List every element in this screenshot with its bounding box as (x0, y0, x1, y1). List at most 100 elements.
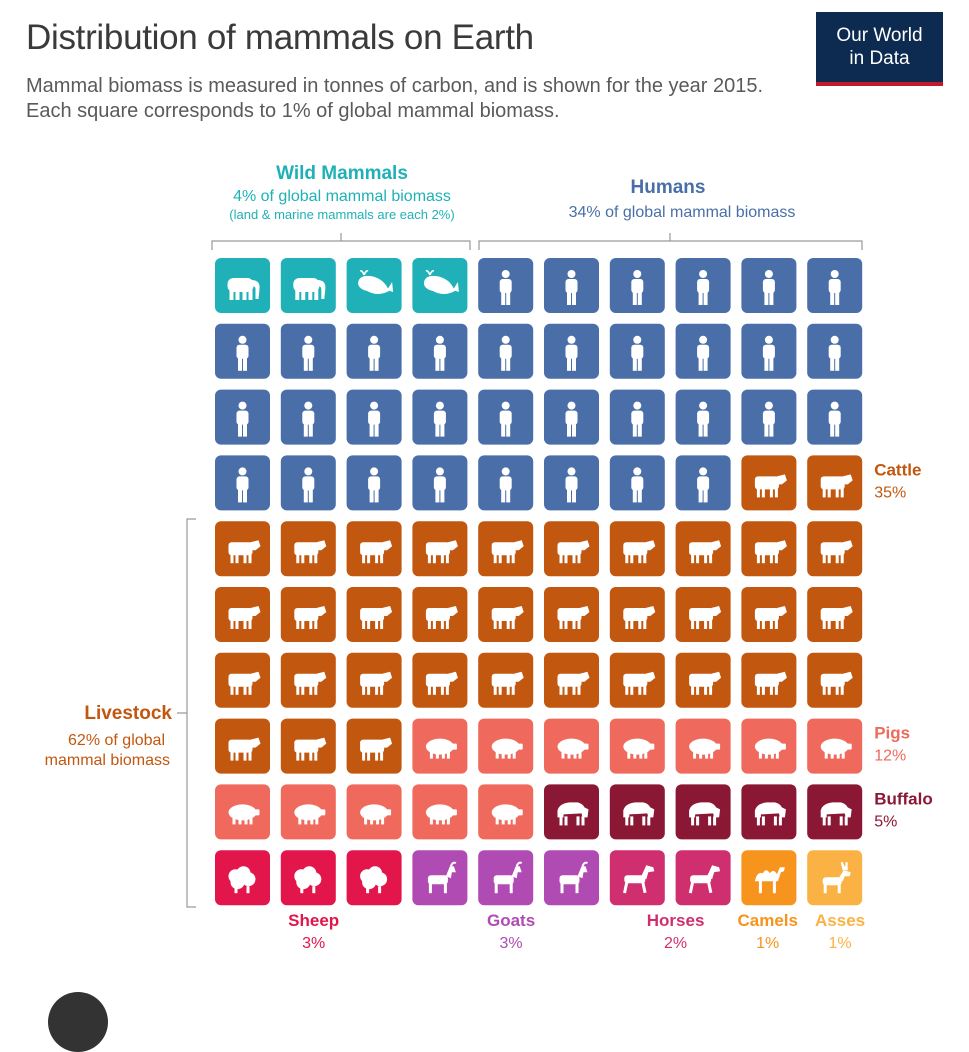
human-icon (828, 270, 841, 305)
pig-square (544, 718, 599, 774)
human-square (609, 323, 665, 379)
human-icon (302, 401, 315, 437)
goat-square (544, 850, 599, 906)
human-square (609, 455, 665, 511)
human-icon (236, 335, 249, 371)
pig-icon (425, 738, 457, 759)
cattle-label: Cattle (874, 460, 921, 479)
cow-icon (294, 737, 327, 761)
camel-square (741, 850, 797, 906)
cow-square (280, 587, 336, 642)
cow-square (807, 455, 863, 511)
human-icon (631, 467, 644, 503)
human-square (346, 455, 402, 511)
cow-icon (623, 671, 656, 695)
cow-icon (491, 671, 524, 695)
floating-button[interactable] (48, 992, 108, 1052)
pig-icon (557, 738, 589, 759)
sheep-label: Sheep (288, 911, 339, 930)
cow-icon (557, 540, 590, 564)
cow-square (478, 521, 534, 577)
human-square (675, 455, 731, 511)
livestock-group-note: mammal biomass (45, 752, 170, 769)
logo-line-1: Our World (836, 25, 923, 46)
horse-square (675, 850, 731, 906)
camels-label: Camels (737, 911, 797, 930)
cow-square (807, 652, 863, 708)
cow-icon (557, 606, 590, 629)
buffalo-icon (689, 802, 721, 826)
humans-group-pct: 34% of global mammal biomass (569, 204, 796, 221)
pigs-label: Pigs (874, 724, 910, 743)
elephant-icon (293, 278, 326, 300)
cow-icon (820, 474, 853, 498)
human-icon (368, 467, 381, 503)
cow-icon (294, 606, 327, 629)
horse-icon (688, 865, 721, 894)
cow-icon (491, 606, 524, 629)
buffalo-square (741, 784, 797, 840)
goats-pct-label: 3% (500, 935, 523, 952)
goats-label: Goats (487, 911, 535, 930)
human-square (807, 258, 863, 313)
human-square (741, 258, 797, 313)
human-icon (565, 401, 578, 437)
logo-line-2: in Data (849, 48, 910, 69)
human-icon (631, 335, 644, 371)
pigs-pct-label: 12% (874, 748, 906, 765)
cow-square (807, 521, 863, 577)
cow-square (544, 521, 599, 577)
human-square (741, 323, 797, 379)
human-icon (697, 270, 710, 305)
human-icon (828, 401, 841, 437)
human-icon (697, 401, 710, 437)
human-icon (236, 467, 249, 503)
owid-logo[interactable]: Our World in Data (816, 12, 943, 86)
sheep-square (346, 850, 402, 906)
cow-icon (228, 606, 261, 629)
cow-square (807, 587, 863, 642)
human-icon (697, 335, 710, 371)
cow-icon (623, 606, 656, 629)
sheep-icon (360, 866, 388, 894)
cow-square (544, 652, 599, 708)
ass-square (807, 850, 863, 906)
cow-icon (294, 540, 327, 564)
elephant-square (215, 258, 270, 313)
pig-icon (623, 738, 655, 759)
wild-group-label: Wild Mammals (276, 163, 408, 184)
horse-icon (623, 865, 655, 894)
human-icon (499, 401, 512, 437)
cow-square (609, 652, 665, 708)
pig-icon (228, 804, 260, 825)
pig-icon (689, 738, 721, 759)
human-square (609, 258, 665, 313)
human-square (544, 258, 599, 313)
livestock-bracket (177, 518, 196, 908)
human-square (478, 389, 534, 445)
cow-icon (360, 671, 393, 695)
cow-square (215, 521, 270, 577)
camels-pct-label: 1% (756, 935, 779, 952)
cow-square (346, 652, 402, 708)
human-square (807, 323, 863, 379)
cow-square (412, 521, 468, 577)
pig-square (280, 784, 336, 840)
pig-icon (820, 738, 852, 759)
whale-icon (423, 270, 459, 294)
cow-square (478, 652, 534, 708)
human-square (412, 389, 468, 445)
buffalo-icon (754, 802, 786, 826)
human-square (478, 323, 534, 379)
cattle-pct-label: 35% (874, 484, 906, 501)
buffalo-square (807, 784, 863, 840)
waffle-squares (215, 258, 863, 906)
human-square (346, 323, 402, 379)
pig-icon (425, 804, 457, 825)
humans-group-label: Humans (631, 177, 706, 198)
pig-square (807, 718, 863, 774)
cow-square (741, 587, 797, 642)
buffalo-pct-label: 5% (874, 813, 897, 830)
human-square (675, 389, 731, 445)
human-square (215, 455, 270, 511)
